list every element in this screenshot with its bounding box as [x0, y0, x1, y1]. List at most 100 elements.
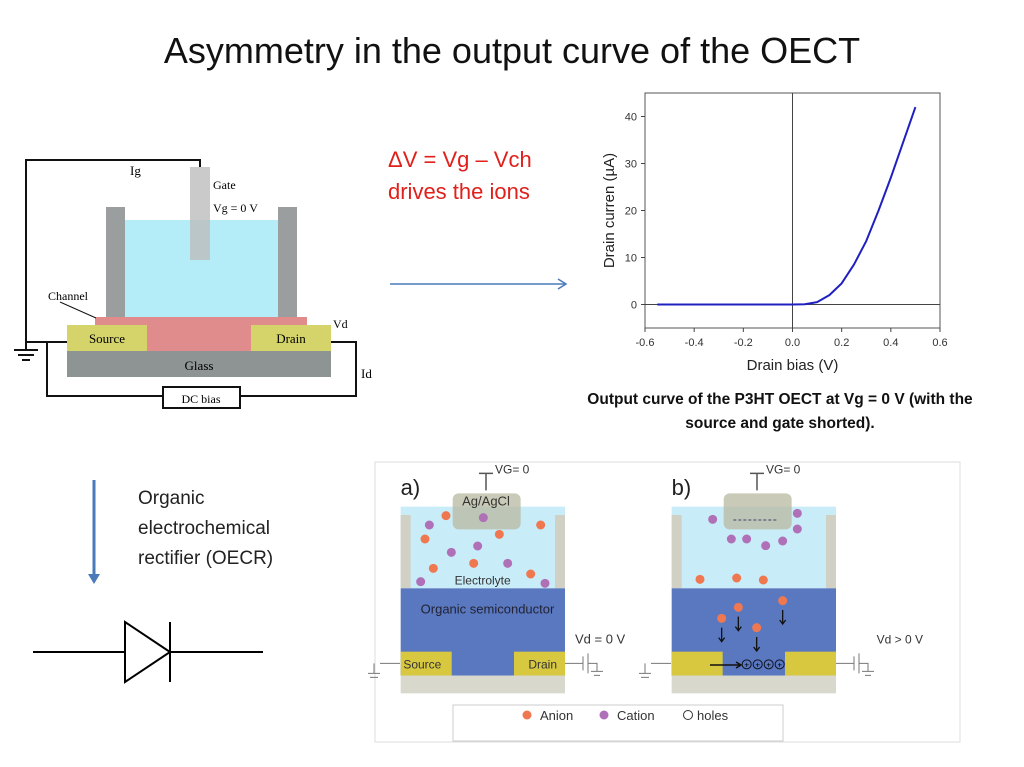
- oecr-line: electrochemical: [138, 518, 270, 539]
- dc-bias-box: [162, 386, 241, 409]
- y-tick-label: 30: [625, 159, 637, 171]
- legend-holes: holes: [697, 708, 729, 723]
- output-curve-line: [657, 106, 917, 306]
- vd-label: Vd: [333, 317, 348, 331]
- x-tick-label: 0.4: [883, 337, 898, 349]
- drain-label: Drain: [276, 331, 306, 346]
- anion-dot: [778, 596, 788, 606]
- channel-label: Channel: [48, 289, 89, 303]
- drain-contact: [514, 651, 565, 676]
- anion-dot: [733, 602, 743, 612]
- anion-dot: [752, 623, 762, 633]
- oecr-line: Organic: [138, 488, 205, 509]
- legend-anion-dot: [522, 710, 532, 720]
- vg-label: VG= 0: [495, 462, 530, 476]
- battery-symbol: [565, 653, 603, 676]
- x-tick-label: -0.6: [636, 337, 655, 349]
- cation-dot: [540, 578, 550, 588]
- vg-label: Vg = 0 V: [213, 201, 258, 215]
- equation-line: ΔV = Vg – Vch: [388, 147, 532, 172]
- ion-drift-arrow: [779, 610, 787, 626]
- diode-symbol: [33, 620, 263, 684]
- cation-dot: [478, 513, 488, 523]
- hole-icon: [752, 659, 763, 670]
- equation-text: ΔV = Vg – Vch drives the ions: [388, 144, 532, 208]
- ion-drift-arrow: [734, 616, 742, 632]
- hole-plus: +: [744, 660, 749, 669]
- ig-label: Ig: [130, 163, 141, 178]
- hole-icon: [774, 659, 785, 670]
- cation-dot: [416, 577, 426, 587]
- cation-dot: [792, 524, 802, 534]
- y-axis-label: Drain curren (µA): [601, 153, 618, 268]
- legend-anion: Anion: [540, 708, 573, 723]
- cation-dot: [761, 541, 771, 551]
- slide-title: Asymmetry in the output curve of the OEC…: [163, 30, 861, 71]
- cation-dot: [792, 508, 802, 518]
- anion-dot: [441, 511, 451, 521]
- cation-dot: [446, 547, 456, 557]
- anion-dot: [494, 529, 504, 539]
- cation-dot: [778, 536, 788, 546]
- ion-drift-arrow: [753, 637, 761, 653]
- source-contact: [671, 651, 723, 676]
- vd-label: Vd = 0 V: [575, 631, 626, 646]
- gate-wire: [479, 472, 493, 491]
- anion-dot: [732, 573, 742, 583]
- legend-hole-icon: [683, 710, 693, 720]
- cation-dot: [424, 520, 434, 530]
- y-tick-label: 40: [625, 112, 637, 124]
- anion-dot: [469, 558, 479, 568]
- anion-dot: [428, 563, 438, 573]
- glass-label: Glass: [185, 358, 214, 373]
- a-panel-label: a): [401, 475, 421, 500]
- dc-bias-label: DC bias: [182, 392, 221, 406]
- right-arrow: [390, 278, 568, 290]
- cation-dot: [742, 534, 752, 544]
- substrate: [671, 675, 836, 694]
- id-label: Id: [361, 366, 372, 381]
- ion-mechanism-diagram: a) VG= 0 Ag/AgCl Electrolyte Organic semicon…: [368, 461, 961, 743]
- semiconductor-label: Organic semiconductor: [421, 601, 555, 616]
- x-tick-label: -0.4: [685, 337, 704, 349]
- ion-drift-arrow: [718, 627, 726, 643]
- b-panel-label: b): [672, 475, 692, 500]
- x-tick-label: 0.2: [834, 337, 849, 349]
- equation-line: drives the ions: [388, 179, 530, 204]
- cation-dot: [473, 541, 483, 551]
- hole-flow-arrow: [710, 661, 743, 669]
- source-contact: [400, 651, 452, 676]
- wall: [400, 515, 411, 589]
- electrode-label: Ag/AgCl: [462, 494, 510, 509]
- drain-contact: [785, 651, 836, 676]
- cation-dot: [726, 534, 736, 544]
- wall: [555, 515, 565, 589]
- y-tick-label: 20: [625, 206, 637, 218]
- electrolyte-label: Electrolyte: [455, 573, 511, 587]
- x-tick-label: 0.0: [785, 337, 800, 349]
- anion-dot: [717, 613, 727, 623]
- gate-electrode: [723, 493, 792, 530]
- wall: [826, 515, 836, 589]
- gate-electrode: [452, 493, 521, 530]
- y-tick-label: 0: [631, 300, 637, 312]
- oecr-label: Organic electrochemical rectifier (OECR): [138, 484, 273, 574]
- source-label: Source: [403, 657, 441, 671]
- cation-dot: [708, 514, 718, 524]
- ground-symbol: [639, 662, 671, 678]
- x-tick-label: -0.2: [734, 337, 753, 349]
- gate-label: Gate: [213, 178, 236, 192]
- output-curve-chart: -0.6 -0.4 -0.2 0.0 0.2 0.4 0.6 0 10 20 30 40 Drain b…: [601, 92, 948, 374]
- hole-icon: [763, 659, 774, 670]
- ground-symbol: [368, 662, 400, 678]
- hole-icon: [741, 659, 752, 670]
- hole-plus: +: [777, 660, 782, 669]
- legend-cation-dot: [599, 710, 609, 720]
- y-tick-label: 10: [625, 253, 637, 265]
- hole-plus: +: [755, 660, 760, 669]
- drain-label: Drain: [528, 657, 557, 671]
- source-label: Source: [89, 331, 125, 346]
- vg-label: VG= 0: [766, 462, 801, 476]
- wall: [671, 515, 682, 589]
